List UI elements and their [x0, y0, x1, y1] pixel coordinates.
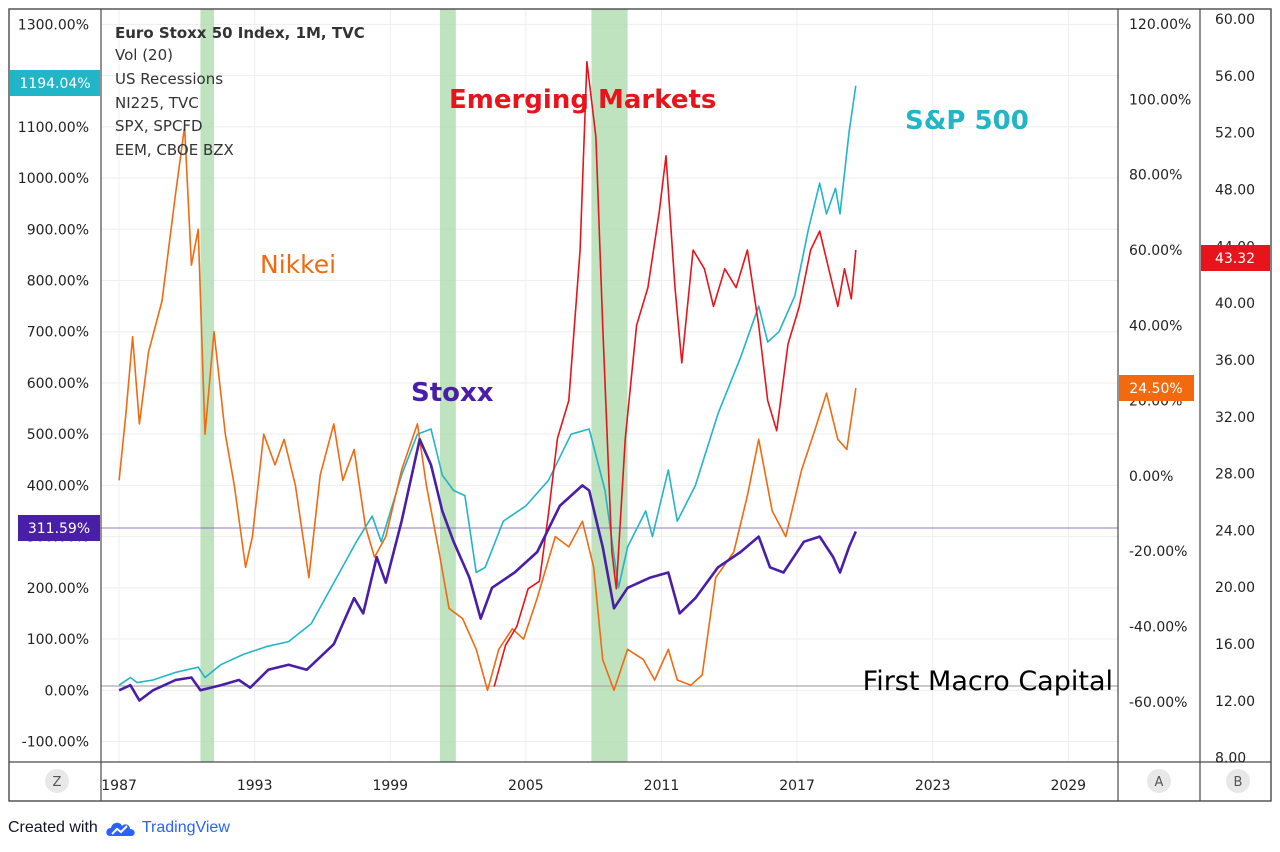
right-orange-badge: 24.50% [1119, 375, 1194, 401]
right-axis-a-tick-label: 60.00% [1129, 243, 1182, 259]
left-axis-tick-label: 500.00% [27, 427, 89, 443]
right-axis-b-tick-label: 20.00 [1215, 580, 1255, 596]
right-red-badge: 43.32 [1201, 245, 1270, 271]
right-axis-a-tick-label: 80.00% [1129, 168, 1182, 184]
brand-name: TradingView [142, 819, 230, 837]
right-axis-a-tick-label: -40.00% [1129, 619, 1187, 635]
auto-scale-a-button[interactable]: A [1147, 769, 1171, 793]
svg-text:311.59%: 311.59% [28, 521, 90, 537]
left-axis-tick-label: 1000.00% [18, 171, 89, 187]
left-axis-tick-label: 1300.00% [18, 17, 89, 33]
footer: Created with TradingView [8, 816, 230, 840]
left-axis-tick-label: 700.00% [27, 325, 89, 341]
legend-item-eem: EEM, CBOE BZX [115, 141, 234, 159]
scale-z-button[interactable]: Z [45, 769, 69, 793]
right-axis-b-tick-label: 48.00 [1215, 182, 1255, 198]
right-axis-a-tick-label: 100.00% [1129, 92, 1191, 108]
watermark: First Macro Capital [863, 666, 1113, 697]
legend-item-volume: Vol (20) [115, 46, 173, 64]
right-axis-b-tick-label: 52.00 [1215, 126, 1255, 142]
right-axis-a-tick-label: -20.00% [1129, 544, 1187, 560]
legend-item-spx: SPX, SPCFD [115, 117, 203, 135]
stoxx-annotation: Stoxx [411, 378, 494, 408]
svg-text:B: B [1234, 775, 1243, 790]
recession-band [591, 9, 627, 762]
right-axis-a-tick-label: 40.00% [1129, 318, 1182, 334]
tradingview-link[interactable]: TradingView [104, 818, 230, 838]
left-axis-tick-label: 200.00% [27, 581, 89, 597]
right-axis-b-tick-label: 28.00 [1215, 467, 1255, 483]
right-axis-b-tick-label: 24.00 [1215, 523, 1255, 539]
time-axis-tick-label: 2005 [508, 778, 544, 794]
right-axis-b-tick-label: 56.00 [1215, 69, 1255, 85]
svg-text:24.50%: 24.50% [1129, 381, 1182, 397]
left-axis-tick-label: 0.00% [45, 683, 89, 699]
left-axis-tick-label: 100.00% [27, 632, 89, 648]
nikkei-annotation: Nikkei [260, 250, 336, 279]
left-mid-badge: 311.59% [18, 515, 100, 541]
left-axis-tick-label: -100.00% [22, 735, 89, 751]
right-axis-b-tick-label: 8.00 [1215, 751, 1246, 767]
svg-text:43.32: 43.32 [1215, 251, 1255, 267]
time-axis-tick-label: 1993 [237, 778, 273, 794]
right-axis-b-tick-label: 40.00 [1215, 296, 1255, 312]
time-axis-tick-label: 2017 [779, 778, 815, 794]
right-axis-a-tick-label: 120.00% [1129, 17, 1191, 33]
legend-title: Euro Stoxx 50 Index, 1M, TVC [115, 24, 365, 42]
time-axis-tick-label: 1987 [101, 778, 137, 794]
svg-text:A: A [1155, 775, 1164, 790]
left-axis-tick-label: 800.00% [27, 273, 89, 289]
right-axis-b-tick-label: 16.00 [1215, 637, 1255, 653]
left-top-badge: 1194.04% [10, 70, 100, 96]
right-axis-a-tick-label: -60.00% [1129, 695, 1187, 711]
right-axis-a-tick-label: 0.00% [1129, 469, 1173, 485]
left-axis-tick-label: 600.00% [27, 376, 89, 392]
time-axis-tick-label: 2011 [644, 778, 680, 794]
right-axis-b-tick-label: 12.00 [1215, 694, 1255, 710]
svg-text:1194.04%: 1194.04% [19, 76, 90, 92]
svg-text:Z: Z [53, 775, 62, 790]
left-axis-tick-label: 400.00% [27, 478, 89, 494]
right-axis-b-tick-label: 36.00 [1215, 353, 1255, 369]
legend-item-nikkei: NI225, TVC [115, 94, 199, 112]
time-axis-tick-label: 2029 [1050, 778, 1086, 794]
left-axis-tick-label: 1100.00% [18, 120, 89, 136]
chart-frame: 1300.00%1200.00%1100.00%1000.00%900.00%8… [0, 0, 1280, 852]
created-with-label: Created with [8, 819, 98, 837]
left-axis-tick-label: 900.00% [27, 222, 89, 238]
right-axis-b-tick-label: 32.00 [1215, 410, 1255, 426]
time-axis-tick-label: 2023 [915, 778, 951, 794]
cloud-logo-icon [104, 818, 138, 838]
scale-b-button[interactable]: B [1226, 769, 1250, 793]
time-axis-tick-label: 1999 [372, 778, 408, 794]
emerging-markets-annotation: Emerging Markets [449, 85, 716, 115]
right-axis-b-tick-label: 60.00 [1215, 12, 1255, 28]
sp500-annotation: S&P 500 [905, 106, 1029, 136]
legend-item-recessions: US Recessions [115, 70, 223, 88]
